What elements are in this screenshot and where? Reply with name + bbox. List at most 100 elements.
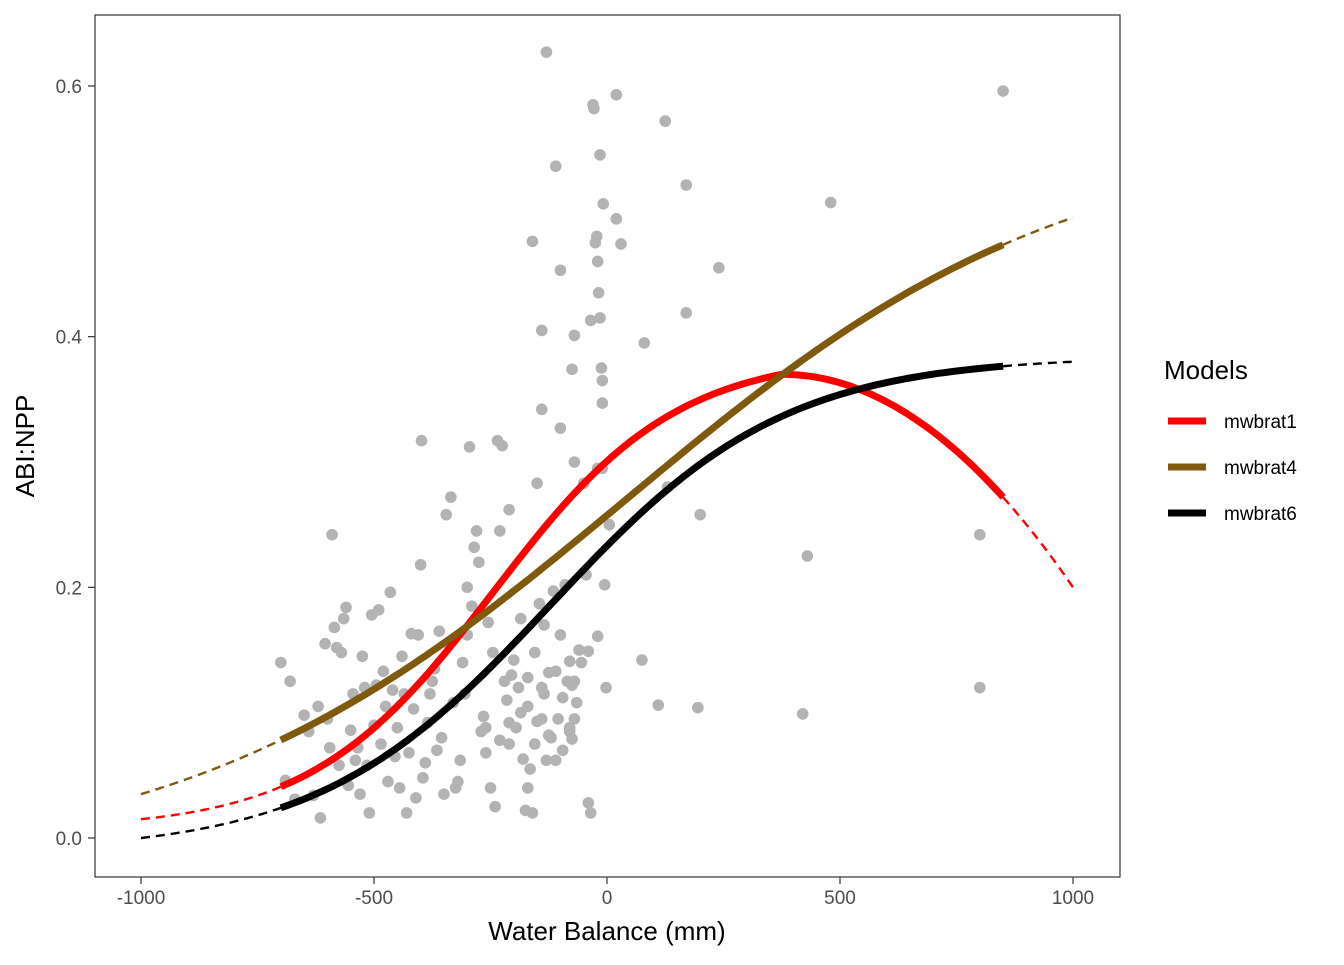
x-tick-label: -1000 — [117, 888, 166, 909]
lines-layer — [140, 216, 1074, 840]
data-point — [652, 699, 665, 711]
data-point — [538, 619, 550, 631]
x-tick-label: 0 — [602, 888, 613, 909]
data-point — [535, 681, 548, 694]
data-point — [680, 179, 693, 191]
data-point — [419, 757, 432, 769]
data-point — [354, 788, 366, 800]
data-point — [393, 782, 406, 794]
data-point — [568, 329, 581, 342]
data-point — [415, 434, 428, 447]
data-point — [403, 746, 415, 759]
extrapolation-right-mwbrat6 — [1003, 360, 1074, 368]
data-point — [319, 637, 331, 650]
y-axis-title: ABI:NPP — [10, 395, 40, 498]
data-point — [636, 654, 648, 666]
data-point — [535, 403, 548, 416]
data-point — [526, 807, 539, 819]
data-point — [596, 397, 609, 409]
data-point — [468, 541, 480, 554]
data-point — [582, 645, 595, 658]
data-point — [514, 612, 527, 625]
data-point — [461, 581, 474, 594]
data-point — [400, 807, 413, 819]
data-point — [568, 456, 581, 468]
x-tick-label: 500 — [824, 888, 856, 909]
data-point — [535, 324, 548, 337]
data-point — [531, 715, 543, 728]
legend: Models mwbrat1 mwbrat4 mwbrat6 — [1164, 355, 1297, 525]
data-point — [582, 797, 595, 809]
data-point — [568, 713, 581, 725]
data-point — [573, 644, 585, 656]
data-point — [323, 741, 336, 754]
fit-line-mwbrat4 — [279, 241, 1005, 744]
data-point — [335, 646, 348, 659]
data-point — [566, 363, 578, 376]
data-point — [328, 621, 341, 634]
data-point — [713, 261, 725, 274]
data-point — [494, 734, 506, 747]
data-point — [340, 601, 352, 614]
data-point — [484, 782, 497, 794]
data-point — [410, 792, 422, 804]
data-point — [435, 731, 448, 744]
data-point — [375, 738, 387, 750]
extrapolation-left-mwbrat4 — [140, 738, 282, 796]
data-point — [974, 681, 986, 694]
legend-label-mwbrat4: mwbrat4 — [1224, 458, 1297, 479]
y-tick-label: 0.6 — [56, 77, 82, 98]
x-axis-title: Water Balance (mm) — [488, 916, 725, 946]
data-point — [333, 759, 345, 772]
data-point — [452, 775, 464, 788]
x-tick-label: -500 — [355, 888, 393, 909]
y-tick-label: 0.4 — [56, 328, 83, 349]
data-point — [477, 710, 490, 723]
data-point — [312, 700, 324, 713]
data-point — [526, 235, 539, 248]
extrapolation-right-mwbrat4 — [1002, 216, 1074, 246]
data-point — [508, 654, 520, 666]
data-point — [554, 629, 567, 641]
data-point — [480, 721, 492, 734]
data-point — [600, 681, 612, 694]
axes-layer: -1000 -500 0 500 1000 0.0 0.2 0.4 0.6 — [56, 77, 1095, 909]
data-point — [473, 556, 485, 569]
data-point — [568, 675, 581, 688]
fit-line-mwbrat1 — [279, 370, 1006, 790]
data-point — [482, 616, 494, 629]
data-point — [588, 102, 600, 115]
legend-title: Models — [1164, 355, 1248, 385]
data-point — [440, 508, 453, 521]
data-point — [554, 422, 567, 434]
data-point — [363, 807, 376, 819]
data-point — [528, 646, 541, 659]
data-point — [603, 518, 616, 531]
data-point — [426, 675, 439, 688]
data-point — [549, 160, 562, 173]
data-point — [824, 196, 837, 209]
data-point — [549, 665, 562, 678]
data-point — [531, 477, 543, 490]
data-point — [524, 763, 536, 775]
data-point — [433, 625, 446, 637]
data-point — [692, 701, 704, 714]
data-point — [489, 800, 501, 813]
data-point — [503, 716, 515, 729]
data-point — [314, 812, 327, 824]
data-point — [540, 754, 553, 767]
fit-line-mwbrat6 — [279, 362, 1004, 812]
data-point — [470, 525, 483, 537]
data-point — [974, 528, 986, 541]
extrapolation-left-mwbrat1 — [140, 785, 282, 821]
data-point — [438, 788, 450, 800]
data-point — [552, 713, 564, 725]
data-point — [659, 115, 672, 127]
data-point — [596, 374, 609, 387]
data-point — [377, 665, 390, 678]
data-point — [372, 604, 385, 616]
data-point — [610, 88, 623, 101]
data-point — [275, 656, 287, 669]
